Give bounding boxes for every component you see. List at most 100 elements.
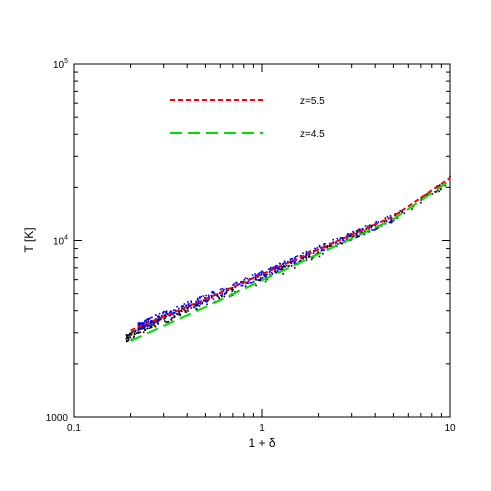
scatter-point [193, 303, 196, 305]
scatter-point [195, 308, 198, 310]
scatter-point [139, 331, 142, 334]
scatter-point [339, 241, 342, 244]
scatter-point [295, 262, 298, 265]
scatter-point [420, 201, 422, 204]
scatter-point [266, 278, 268, 281]
scatter-point [370, 225, 373, 228]
scatter-point [394, 212, 397, 215]
scatter-point [230, 288, 233, 290]
scatter-point [353, 235, 355, 237]
scatter-point [357, 229, 360, 231]
scatter-point [162, 312, 164, 314]
scatter-point [371, 229, 373, 231]
scatter-point [165, 310, 168, 313]
scatter-point [277, 267, 279, 270]
scatter-point [435, 190, 438, 193]
scatter-point [438, 190, 441, 193]
scatter-point [140, 322, 142, 325]
scatter-point [221, 294, 223, 297]
scatter-point [436, 189, 439, 192]
scatter-point [439, 187, 442, 190]
scatter-point [289, 260, 292, 262]
scatter-point [289, 258, 292, 261]
scatter-point [147, 319, 150, 322]
scatter-point [307, 256, 310, 258]
scatter-point [305, 252, 308, 255]
scatter-point [190, 300, 193, 302]
scatter-layer [125, 175, 451, 343]
scatter-point [194, 304, 196, 307]
scatter-point [145, 319, 147, 321]
scatter-point [377, 226, 380, 229]
scatter-point [356, 230, 359, 233]
scatter-point [308, 251, 310, 253]
scatter-point [183, 308, 185, 311]
scatter-point [152, 321, 155, 324]
scatter-point [179, 314, 182, 317]
scatter-point [212, 298, 215, 301]
scatter-point [207, 298, 210, 300]
scatter-point [314, 247, 317, 250]
scatter-point [134, 333, 136, 335]
scatter-point [204, 297, 206, 299]
scatter-point [384, 219, 387, 221]
scatter-point [294, 255, 297, 258]
scatter-point [283, 265, 286, 268]
scatter-point [231, 290, 233, 293]
scatter-point [367, 225, 369, 228]
scatter-point [269, 267, 272, 270]
scatter-point [389, 214, 392, 217]
scatter-point [255, 278, 258, 281]
scatter-point [392, 219, 395, 222]
scatter-point [245, 282, 247, 285]
scatter-point [259, 278, 262, 281]
scatter-point [273, 270, 276, 273]
scatter-point [132, 336, 135, 339]
series-layer [130, 177, 451, 342]
scatter-point [383, 220, 386, 223]
scatter-point [173, 315, 176, 317]
scatter-point [370, 226, 373, 229]
scatter-point [352, 231, 355, 234]
scatter-point [180, 308, 183, 310]
scatter-point [170, 310, 172, 312]
scatter-point [368, 228, 370, 231]
scatter-point [170, 318, 172, 320]
scatter-point [339, 237, 342, 239]
scatter-point [276, 270, 279, 272]
scatter-point [137, 323, 140, 325]
scatter-point [308, 255, 311, 258]
scatter-point [380, 225, 383, 227]
scatter-point [278, 268, 281, 270]
scatter-point [172, 312, 175, 315]
scatter-point [127, 340, 129, 342]
scatter-point [238, 283, 241, 285]
scatter-point [140, 328, 142, 330]
scatter-point [221, 295, 223, 298]
scatter-point [133, 335, 135, 338]
scatter-point [294, 257, 296, 259]
scatter-point [211, 292, 214, 294]
scatter-point [186, 301, 189, 303]
scatter-point [145, 321, 148, 323]
scatter-point [130, 333, 133, 336]
scatter-point [293, 261, 295, 264]
scatter-point [153, 324, 156, 326]
scatter-point [129, 336, 132, 339]
scatter-point [425, 194, 427, 196]
scatter-point [207, 294, 210, 297]
scatter-point [281, 267, 283, 269]
scatter-point [305, 254, 308, 257]
scatter-point [329, 245, 332, 247]
scatter-point [293, 262, 296, 265]
scatter-point [252, 281, 255, 283]
scatter-point [165, 315, 168, 318]
scatter-point [437, 185, 440, 187]
scatter-point [246, 277, 249, 280]
scatter-point [440, 188, 442, 191]
scatter-point [154, 317, 157, 320]
scatter-point [149, 325, 152, 327]
scatter-point [221, 287, 223, 290]
scatter-point [271, 267, 274, 270]
y-tick-label: 1000 [46, 413, 69, 424]
